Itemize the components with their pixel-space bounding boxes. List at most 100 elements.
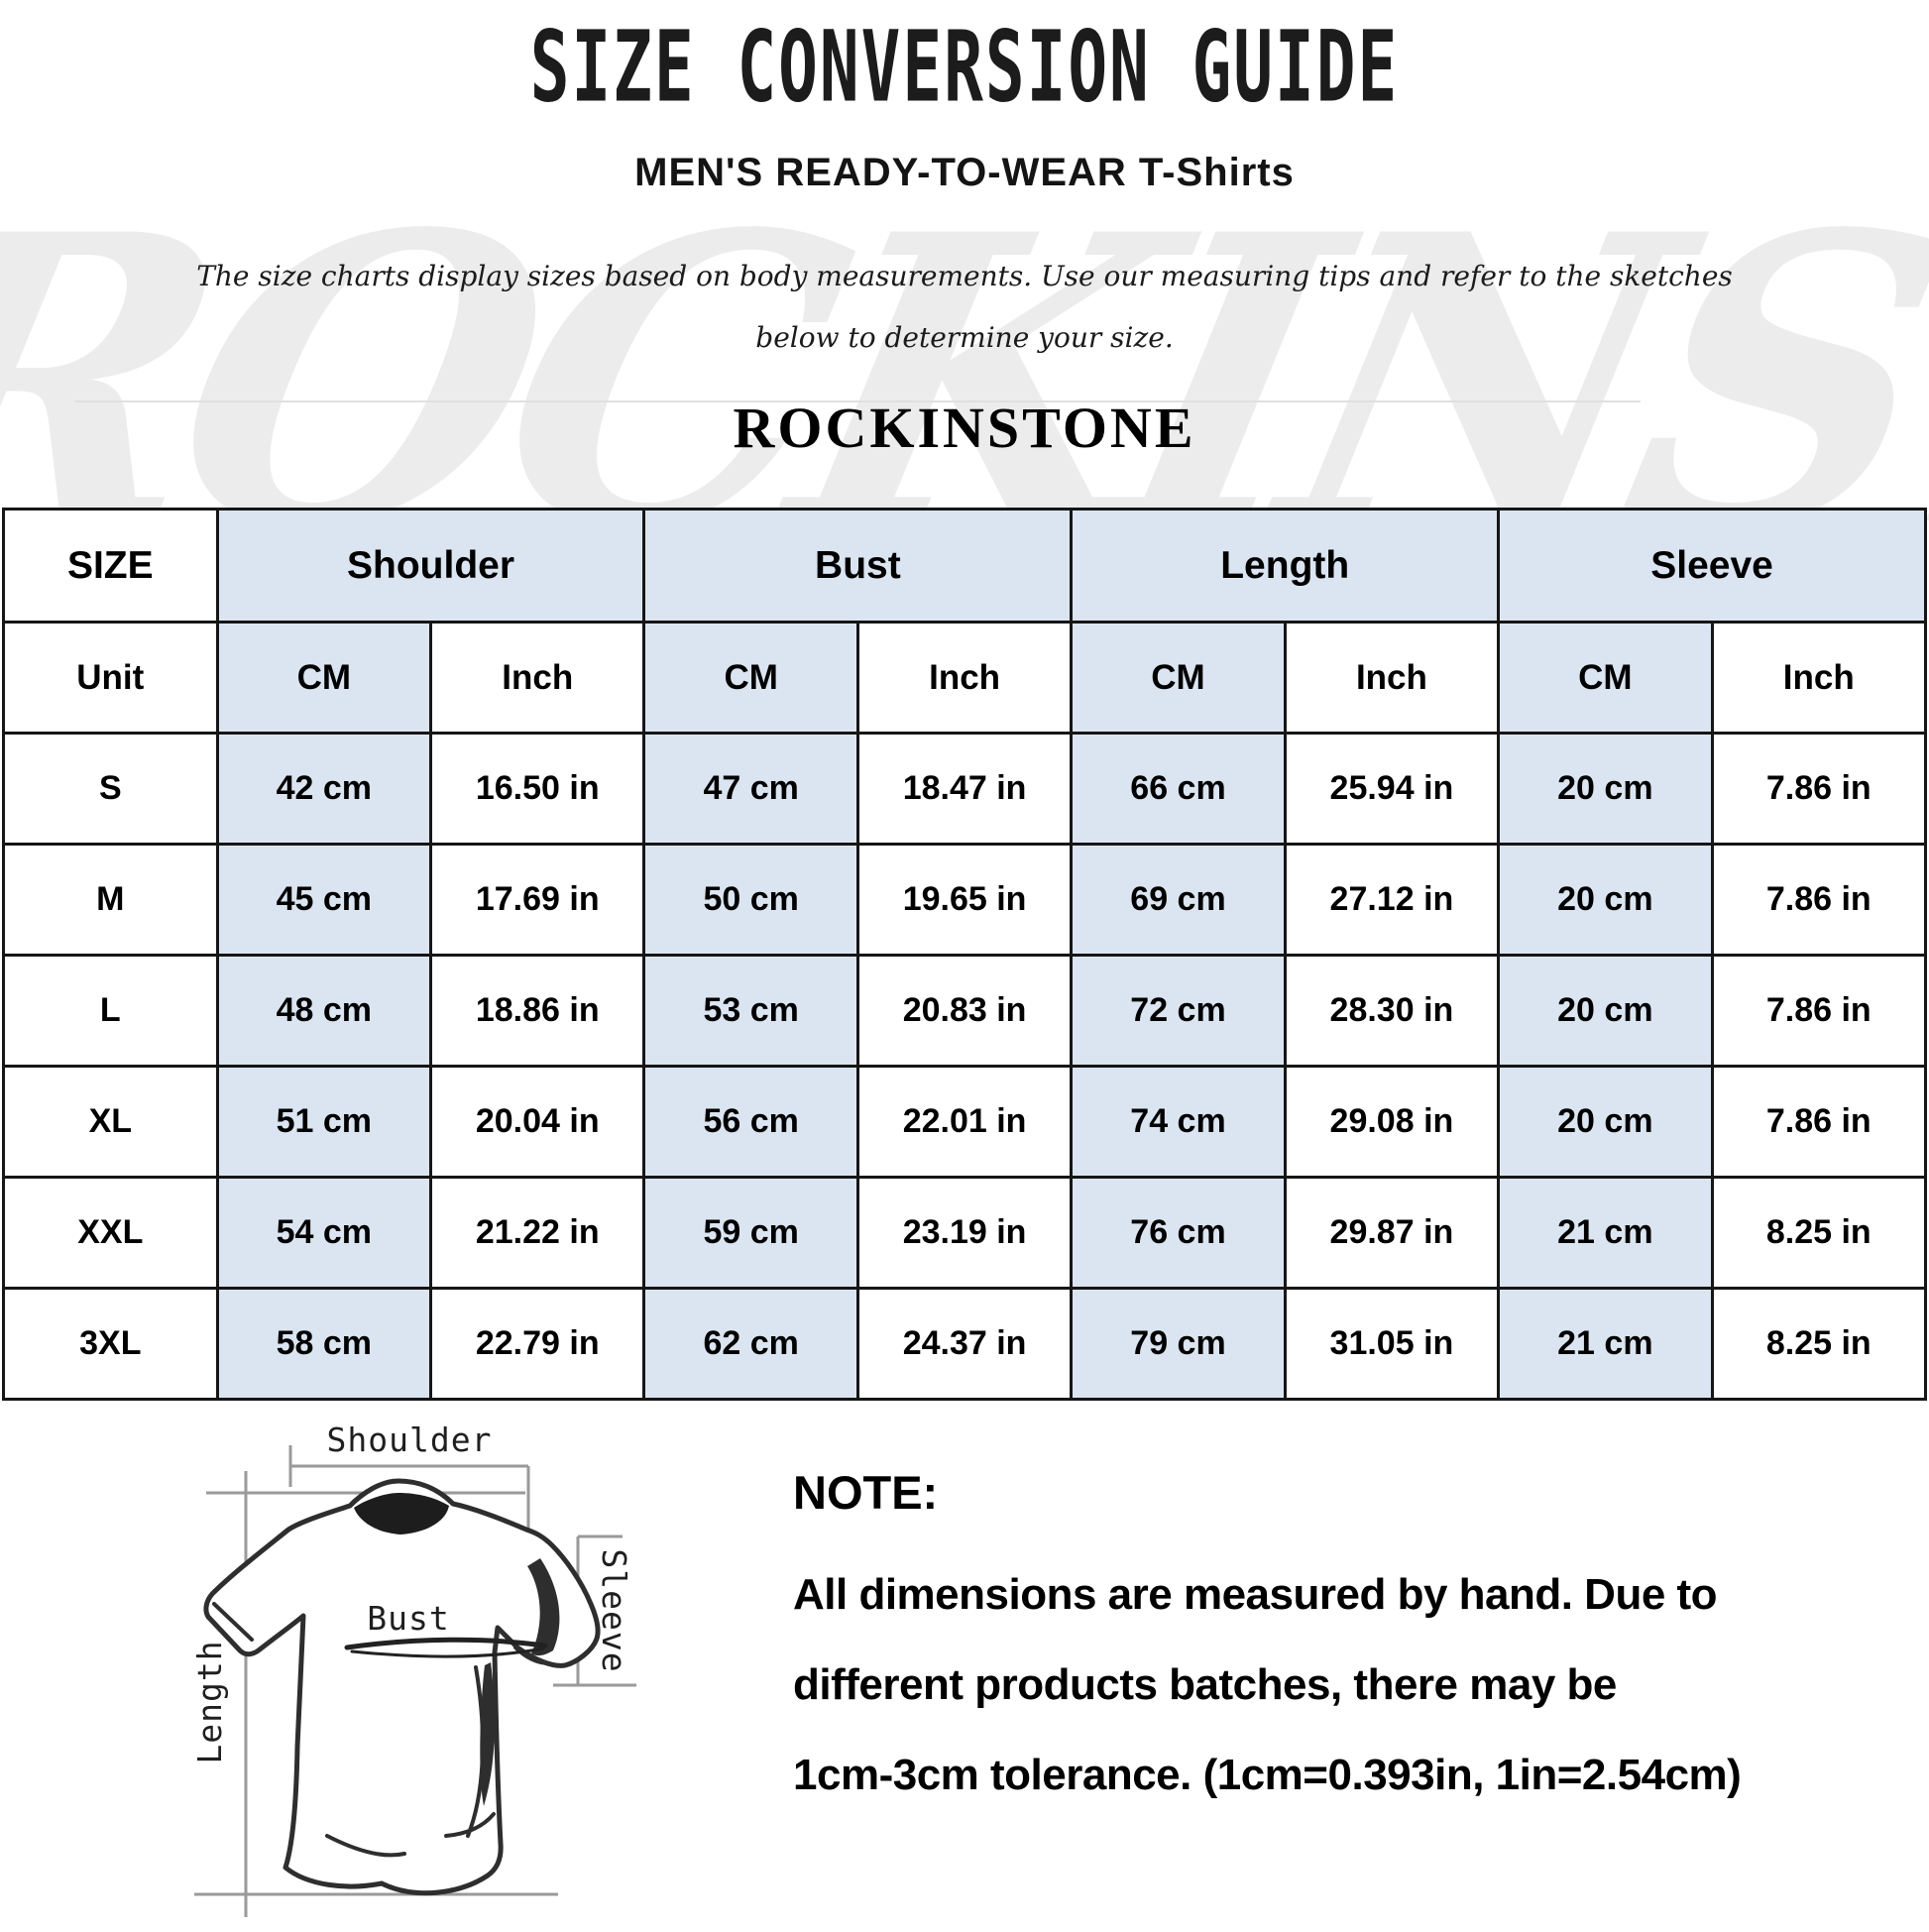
- measure-cell: 47 cm: [642, 732, 859, 846]
- measure-cell: 7.86 in: [1710, 843, 1928, 957]
- bust-line: [344, 1637, 548, 1658]
- unit-label-cell: Unit: [2, 621, 219, 735]
- note-block: NOTE: All dimensions are measured by han…: [793, 1465, 1883, 1820]
- group-header-shoulder: Shoulder: [215, 508, 646, 624]
- tshirt-sketch: Shoulder Bust Length Sleeve: [190, 1421, 636, 1917]
- table-unit-row: Unit CM Inch CM Inch CM Inch CM Inch: [2, 621, 1928, 735]
- size-label-cell: XL: [2, 1065, 219, 1179]
- size-conversion-table: SIZE Shoulder Bust Length Sleeve Unit CM…: [2, 508, 1928, 1401]
- measure-cell: 18.47 in: [855, 732, 1074, 846]
- measure-cell: 54 cm: [215, 1176, 433, 1290]
- table-row-xxl: XXL 54 cm 21.22 in 59 cm 23.19 in 76 cm …: [2, 1176, 1928, 1290]
- measure-cell: 20.83 in: [855, 954, 1074, 1068]
- measure-cell: 48 cm: [215, 954, 433, 1068]
- measure-cell: 18.86 in: [429, 954, 646, 1068]
- measure-cell: 66 cm: [1070, 732, 1287, 846]
- table-row-l: L 48 cm 18.86 in 53 cm 20.83 in 72 cm 28…: [2, 954, 1928, 1068]
- note-line-1: All dimensions are measured by hand. Due…: [793, 1570, 1718, 1619]
- measure-cell: 31.05 in: [1283, 1287, 1501, 1401]
- size-label-cell: S: [2, 732, 219, 846]
- measure-cell: 72 cm: [1070, 954, 1287, 1068]
- measure-cell: 8.25 in: [1710, 1176, 1928, 1290]
- measure-cell: 76 cm: [1070, 1176, 1287, 1290]
- unit-cell-inch: Inch: [855, 621, 1074, 735]
- collar: [354, 1493, 449, 1534]
- table-row-xl: XL 51 cm 20.04 in 56 cm 22.01 in 74 cm 2…: [2, 1065, 1928, 1179]
- measure-cell: 21.22 in: [429, 1176, 646, 1290]
- measure-cell: 59 cm: [642, 1176, 859, 1290]
- unit-cell-inch: Inch: [1710, 621, 1928, 735]
- measure-cell: 51 cm: [215, 1065, 433, 1179]
- measure-cell: 7.86 in: [1710, 1065, 1928, 1179]
- size-label-cell: 3XL: [2, 1287, 219, 1401]
- measure-cell: 79 cm: [1070, 1287, 1287, 1401]
- measure-cell: 19.65 in: [855, 843, 1074, 957]
- measure-cell: 22.79 in: [429, 1287, 646, 1401]
- measure-cell: 20 cm: [1497, 954, 1714, 1068]
- measure-cell: 21 cm: [1497, 1287, 1714, 1401]
- group-header-sleeve: Sleeve: [1497, 508, 1927, 624]
- measure-cell: 62 cm: [642, 1287, 859, 1401]
- table-row-s: S 42 cm 16.50 in 47 cm 18.47 in 66 cm 25…: [2, 732, 1928, 846]
- table-header-row: SIZE Shoulder Bust Length Sleeve: [2, 508, 1927, 624]
- measure-cell: 45 cm: [215, 843, 433, 957]
- note-line-2: different products batches, there may be: [793, 1660, 1617, 1709]
- description-line-2: below to determine your size.: [755, 321, 1174, 354]
- measure-cell: 27.12 in: [1283, 843, 1501, 957]
- measure-cell: 29.08 in: [1283, 1065, 1501, 1179]
- divider-line: [74, 400, 1641, 402]
- measure-cell: 22.01 in: [855, 1065, 1074, 1179]
- measure-cell: 69 cm: [1070, 843, 1287, 957]
- description: The size charts display sizes based on b…: [0, 246, 1929, 369]
- measure-cell: 28.30 in: [1283, 954, 1501, 1068]
- measure-cell: 24.37 in: [855, 1287, 1074, 1401]
- measure-cell: 20 cm: [1497, 843, 1714, 957]
- page-subtitle: MEN'S READY-TO-WEAR T-Shirts: [634, 151, 1295, 194]
- measure-cell: 7.86 in: [1710, 954, 1928, 1068]
- group-header-length: Length: [1070, 508, 1501, 624]
- size-label-cell: XXL: [2, 1176, 219, 1290]
- measure-cell: 58 cm: [215, 1287, 433, 1401]
- measure-cell: 20.04 in: [429, 1065, 646, 1179]
- measure-cell: 50 cm: [642, 843, 859, 957]
- measure-cell: 74 cm: [1070, 1065, 1287, 1179]
- measure-cell: 29.87 in: [1283, 1176, 1501, 1290]
- measure-cell: 25.94 in: [1283, 732, 1501, 846]
- size-column-header: SIZE: [2, 508, 219, 624]
- measure-cell: 20 cm: [1497, 732, 1714, 846]
- note-line-3: 1cm-3cm tolerance. (1cm=0.393in, 1in=2.5…: [793, 1751, 1742, 1799]
- group-header-bust: Bust: [642, 508, 1074, 624]
- size-label-cell: M: [2, 843, 219, 957]
- diagram-bust-label: Bust: [367, 1599, 449, 1638]
- measure-cell: 53 cm: [642, 954, 859, 1068]
- note-heading: NOTE:: [793, 1466, 939, 1519]
- diagram-length-label: Length: [190, 1640, 229, 1763]
- unit-cell-cm: CM: [1497, 621, 1714, 735]
- measure-cell: 20 cm: [1497, 1065, 1714, 1179]
- measure-cell: 21 cm: [1497, 1176, 1714, 1290]
- unit-cell-inch: Inch: [429, 621, 646, 735]
- measure-cell: 23.19 in: [855, 1176, 1074, 1290]
- measure-cell: 42 cm: [215, 732, 433, 846]
- size-label-cell: L: [2, 954, 219, 1068]
- unit-cell-cm: CM: [215, 621, 433, 735]
- unit-cell-cm: CM: [642, 621, 859, 735]
- measure-cell: 17.69 in: [429, 843, 646, 957]
- table-row-m: M 45 cm 17.69 in 50 cm 19.65 in 69 cm 27…: [2, 843, 1928, 957]
- diagram-shoulder-label: Shoulder: [327, 1421, 493, 1459]
- brand-name: ROCKINSTONE: [733, 396, 1196, 460]
- measure-cell: 7.86 in: [1710, 732, 1928, 846]
- description-line-1: The size charts display sizes based on b…: [196, 260, 1733, 292]
- unit-cell-cm: CM: [1070, 621, 1287, 735]
- tshirt-measurement-diagram: Shoulder Bust Length Sleeve: [149, 1410, 755, 1927]
- unit-cell-inch: Inch: [1283, 621, 1501, 735]
- table-row-3xl: 3XL 58 cm 22.79 in 62 cm 24.37 in 79 cm …: [2, 1287, 1928, 1401]
- measure-cell: 56 cm: [642, 1065, 859, 1179]
- tshirt-outline: [203, 1478, 601, 1896]
- diagram-sleeve-label: Sleeve: [595, 1548, 633, 1672]
- measure-cell: 16.50 in: [429, 732, 646, 846]
- page-title: SIZE CONVERSION GUIDE: [529, 10, 1400, 125]
- fold-lines: [325, 1646, 551, 1858]
- measure-cell: 8.25 in: [1710, 1287, 1928, 1401]
